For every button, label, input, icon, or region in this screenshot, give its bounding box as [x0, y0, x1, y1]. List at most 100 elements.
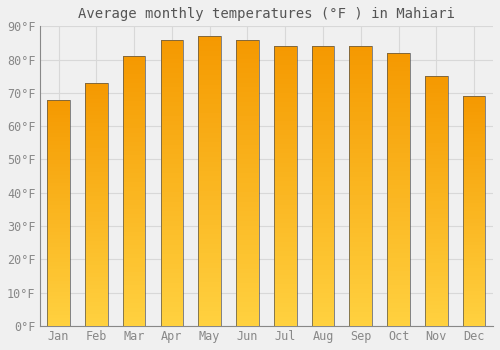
Bar: [122, 61, 146, 65]
Bar: [425, 105, 448, 110]
Bar: [85, 273, 108, 277]
Bar: [388, 303, 410, 308]
Bar: [312, 126, 334, 130]
Bar: [198, 152, 221, 157]
Bar: [425, 230, 448, 235]
Bar: [160, 92, 183, 97]
Bar: [236, 68, 259, 73]
Bar: [198, 239, 221, 244]
Bar: [274, 233, 296, 237]
Bar: [160, 73, 183, 78]
Bar: [236, 321, 259, 326]
Bar: [350, 293, 372, 298]
Bar: [463, 241, 485, 245]
Bar: [274, 307, 296, 312]
Bar: [388, 176, 410, 180]
Bar: [425, 110, 448, 114]
Bar: [350, 46, 372, 326]
Bar: [85, 306, 108, 310]
Bar: [160, 87, 183, 92]
Bar: [160, 49, 183, 54]
Bar: [198, 162, 221, 167]
Bar: [122, 223, 146, 227]
Bar: [160, 254, 183, 259]
Bar: [122, 137, 146, 142]
Bar: [198, 282, 221, 287]
Bar: [122, 267, 146, 272]
Bar: [122, 231, 146, 236]
Bar: [425, 226, 448, 230]
Bar: [350, 251, 372, 256]
Bar: [388, 103, 410, 107]
Bar: [350, 172, 372, 177]
Bar: [425, 189, 448, 193]
Bar: [350, 205, 372, 209]
Bar: [236, 288, 259, 293]
Bar: [463, 150, 485, 154]
Bar: [160, 159, 183, 164]
Bar: [236, 145, 259, 149]
Bar: [388, 276, 410, 280]
Bar: [463, 203, 485, 207]
Bar: [463, 226, 485, 230]
Bar: [312, 205, 334, 209]
Bar: [47, 126, 70, 130]
Bar: [47, 235, 70, 239]
Bar: [198, 113, 221, 118]
Bar: [312, 51, 334, 56]
Bar: [47, 152, 70, 156]
Bar: [425, 193, 448, 197]
Bar: [160, 130, 183, 135]
Bar: [47, 213, 70, 217]
Bar: [198, 307, 221, 312]
Bar: [47, 190, 70, 194]
Bar: [85, 204, 108, 209]
Bar: [274, 88, 296, 93]
Bar: [160, 59, 183, 63]
Bar: [350, 65, 372, 70]
Bar: [350, 284, 372, 289]
Bar: [312, 321, 334, 326]
Bar: [425, 85, 448, 89]
Bar: [312, 237, 334, 242]
Bar: [388, 194, 410, 198]
Bar: [425, 151, 448, 155]
Bar: [122, 200, 146, 204]
Bar: [122, 317, 146, 321]
Bar: [122, 177, 146, 182]
Bar: [463, 196, 485, 199]
Bar: [312, 163, 334, 167]
Bar: [85, 95, 108, 99]
Bar: [198, 123, 221, 128]
Bar: [160, 126, 183, 130]
Bar: [388, 66, 410, 71]
Bar: [122, 240, 146, 245]
Bar: [463, 257, 485, 261]
Bar: [47, 103, 70, 107]
Bar: [312, 102, 334, 107]
Bar: [388, 112, 410, 117]
Bar: [198, 196, 221, 201]
Bar: [198, 36, 221, 326]
Bar: [350, 289, 372, 293]
Bar: [425, 276, 448, 280]
Bar: [274, 65, 296, 70]
Bar: [312, 228, 334, 233]
Bar: [85, 220, 108, 225]
Bar: [274, 284, 296, 289]
Bar: [160, 145, 183, 149]
Bar: [388, 262, 410, 267]
Bar: [198, 118, 221, 123]
Bar: [388, 267, 410, 271]
Bar: [236, 126, 259, 130]
Bar: [122, 209, 146, 214]
Bar: [274, 293, 296, 298]
Bar: [274, 200, 296, 205]
Bar: [160, 312, 183, 316]
Bar: [425, 247, 448, 251]
Bar: [122, 83, 146, 88]
Bar: [236, 302, 259, 307]
Bar: [85, 285, 108, 289]
Bar: [425, 97, 448, 101]
Bar: [236, 254, 259, 259]
